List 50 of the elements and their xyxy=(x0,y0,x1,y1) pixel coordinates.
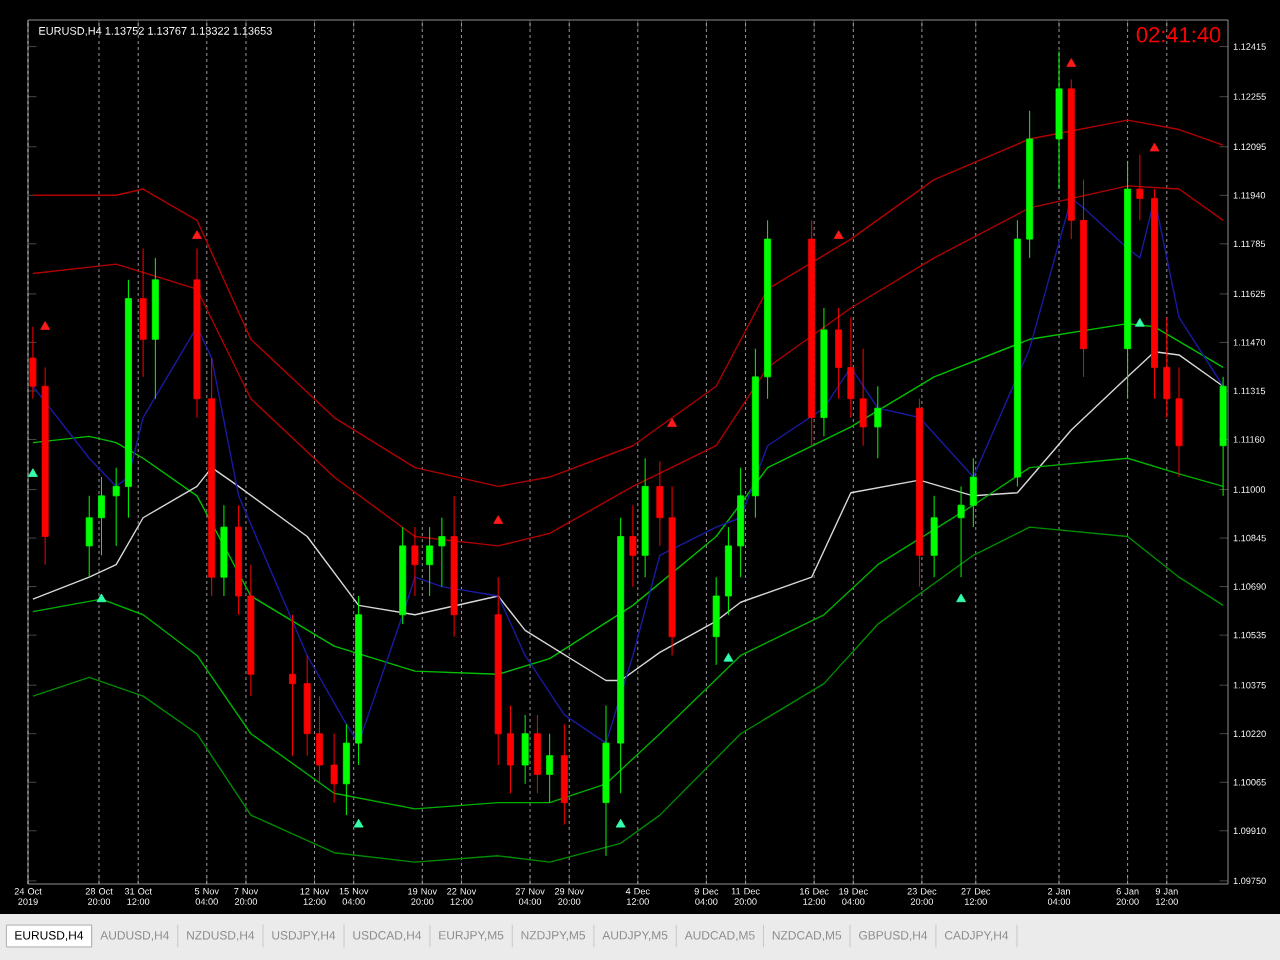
candlestick xyxy=(1175,366,1183,478)
candlestick xyxy=(342,723,350,816)
candlestick xyxy=(315,695,323,785)
candlestick xyxy=(98,476,105,556)
candlestick xyxy=(847,316,855,419)
point xyxy=(353,818,364,828)
point xyxy=(956,593,966,603)
candlestick xyxy=(957,485,965,578)
candlestick xyxy=(330,733,338,804)
candlestick xyxy=(969,457,977,528)
line-series xyxy=(32,197,1224,744)
candlestick xyxy=(139,248,147,378)
point xyxy=(493,515,504,524)
point xyxy=(1134,318,1145,327)
candlestick xyxy=(411,526,419,597)
candlestick xyxy=(656,460,664,547)
candlestick xyxy=(506,705,514,794)
candlestick xyxy=(438,517,446,588)
point xyxy=(28,468,38,477)
point xyxy=(1149,142,1160,152)
annotation: 02:41:40 xyxy=(1136,27,1221,43)
candlestick xyxy=(1163,316,1171,419)
candlestick xyxy=(29,326,37,400)
line-series xyxy=(32,185,1224,547)
candlestick xyxy=(289,614,296,757)
candlestick xyxy=(560,723,568,826)
point xyxy=(40,321,51,330)
candlestick xyxy=(1136,154,1144,221)
candlestick xyxy=(85,495,93,578)
point xyxy=(615,818,626,828)
candlestick xyxy=(874,385,882,459)
candlestick xyxy=(112,467,120,547)
line-series xyxy=(32,119,1224,488)
line-series xyxy=(32,526,1224,863)
point xyxy=(192,230,202,239)
candlestick xyxy=(835,307,843,400)
point xyxy=(667,418,677,427)
point xyxy=(96,593,107,603)
candlestick xyxy=(859,348,867,447)
candlestick xyxy=(712,576,720,666)
candlestick xyxy=(533,714,541,794)
candlestick xyxy=(930,495,938,578)
candlestick xyxy=(629,504,637,588)
candlestick xyxy=(546,733,554,804)
line-series xyxy=(32,457,1224,810)
candlestick xyxy=(521,714,529,785)
point xyxy=(1066,58,1077,67)
point xyxy=(833,230,844,239)
point xyxy=(723,653,734,662)
candlestick xyxy=(426,526,434,597)
